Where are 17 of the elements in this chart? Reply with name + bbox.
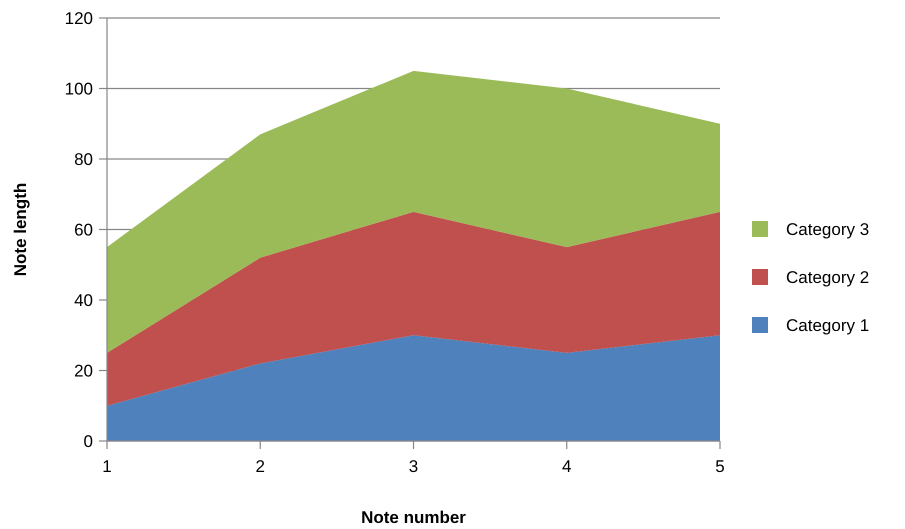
x-tick-label: 2 (256, 457, 265, 476)
x-tick-label: 5 (715, 457, 725, 476)
y-tick-label: 20 (74, 361, 93, 380)
x-axis-title: Note number (361, 508, 466, 527)
x-tick-label: 4 (562, 457, 572, 476)
x-tick-label: 3 (408, 457, 418, 476)
legend-label: Category 1 (786, 316, 870, 335)
y-tick-label: 100 (64, 79, 93, 98)
y-tick-label: 120 (64, 8, 93, 28)
y-axis-title: Note length (11, 182, 30, 276)
y-tick-label: 60 (74, 220, 93, 240)
legend-label: Category 3 (786, 220, 870, 239)
y-tick-label: 40 (74, 290, 93, 310)
y-tick-label: 80 (74, 150, 93, 169)
x-tick-label: 1 (102, 457, 112, 476)
legend-label: Category 2 (786, 268, 870, 287)
y-tick-label: 0 (84, 432, 93, 451)
